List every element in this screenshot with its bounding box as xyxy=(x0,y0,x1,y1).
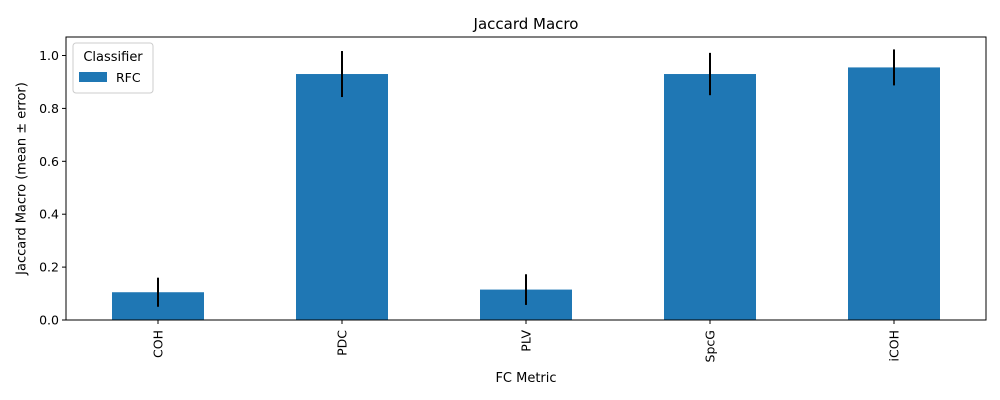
bar-spcg xyxy=(664,74,756,320)
legend: Classifier RFC xyxy=(72,42,154,94)
y-axis-title: Jaccard Macro (mean ± error) xyxy=(15,82,30,276)
y-tick-label: 1.0 xyxy=(39,48,59,63)
error-bars-group xyxy=(157,49,895,307)
y-tick-label: 0.4 xyxy=(39,207,59,222)
x-tick-label: COH xyxy=(151,330,166,358)
legend-swatch xyxy=(79,72,107,82)
x-tick-label: PLV xyxy=(519,330,534,352)
plot-frame xyxy=(65,36,987,321)
y-tick-label: 0.2 xyxy=(39,260,59,275)
y-tick-label: 0.6 xyxy=(39,154,59,169)
y-tick-label: 0.8 xyxy=(39,101,59,116)
x-tick-label: iCOH xyxy=(887,330,902,361)
bar-icoh xyxy=(848,67,940,320)
bar-pdc xyxy=(296,74,388,320)
x-axis-title: FC Metric xyxy=(495,371,556,386)
x-axis: COH PDC PLV SpcG iCOH xyxy=(151,320,902,362)
y-axis: 0.0 0.2 0.4 0.6 0.8 1.0 xyxy=(39,48,66,328)
x-tick-label: SpcG xyxy=(703,330,718,362)
legend-label: RFC xyxy=(116,70,141,85)
legend-title: Classifier xyxy=(83,50,143,65)
chart-title: Jaccard Macro xyxy=(473,15,579,33)
bars-group xyxy=(112,67,940,320)
x-tick-label: PDC xyxy=(335,330,350,356)
y-tick-label: 0.0 xyxy=(39,313,59,328)
